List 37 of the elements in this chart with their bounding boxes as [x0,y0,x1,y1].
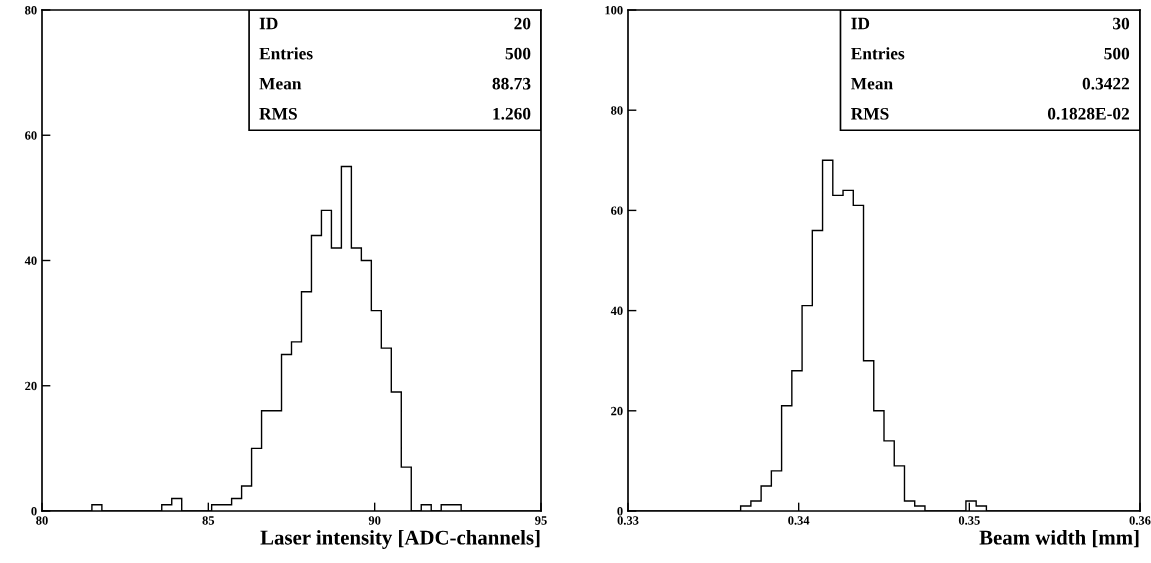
annotation: RMS [851,107,889,120]
annotation: ID [259,17,278,30]
y-tick-label: 40 [610,306,623,316]
x-tick-label: 80 [36,516,48,525]
x-tick-label: 90 [368,516,381,525]
annotation: 0.3422 [1082,77,1130,90]
annotation: Mean [851,77,893,90]
y-tick-label: 60 [611,206,623,215]
y-tick-label: 20 [25,381,37,391]
x-tick-label: 0.34 [788,516,810,525]
y-tick-label: 60 [25,131,37,140]
y-tick-label: 100 [605,6,623,15]
annotation: RMS [259,107,297,120]
x-axis-title: Beam width [mm] [979,529,1139,548]
y-tick-label: 80 [25,6,37,15]
annotation: Entries [851,47,905,60]
annotation: 30 [1113,17,1130,30]
y-tick-label: 0 [31,507,37,516]
y-tick-label: 80 [611,106,623,115]
x-tick-label: 95 [535,516,547,525]
x-axis-title: Laser intensity [ADC-channels] [260,529,540,549]
x-tick-label: 0.36 [1129,516,1151,525]
y-tick-label: 0 [617,507,623,516]
annotation: 20 [514,17,531,30]
x-tick-label: 0.33 [617,516,639,525]
x-tick-label: 0.35 [958,516,980,525]
y-tick-label: 40 [24,256,37,265]
annotation: 0.1828E-02 [1047,107,1130,120]
y-tick-label: 20 [611,406,623,416]
annotation: ID [851,17,870,30]
annotation: 500 [505,47,531,60]
annotation: 88.73 [492,77,531,90]
annotation: 500 [1104,47,1130,60]
annotation: Entries [259,47,313,60]
annotation: Mean [259,77,302,90]
x-tick-label: 85 [202,516,215,525]
annotation: 1.260 [493,107,531,120]
